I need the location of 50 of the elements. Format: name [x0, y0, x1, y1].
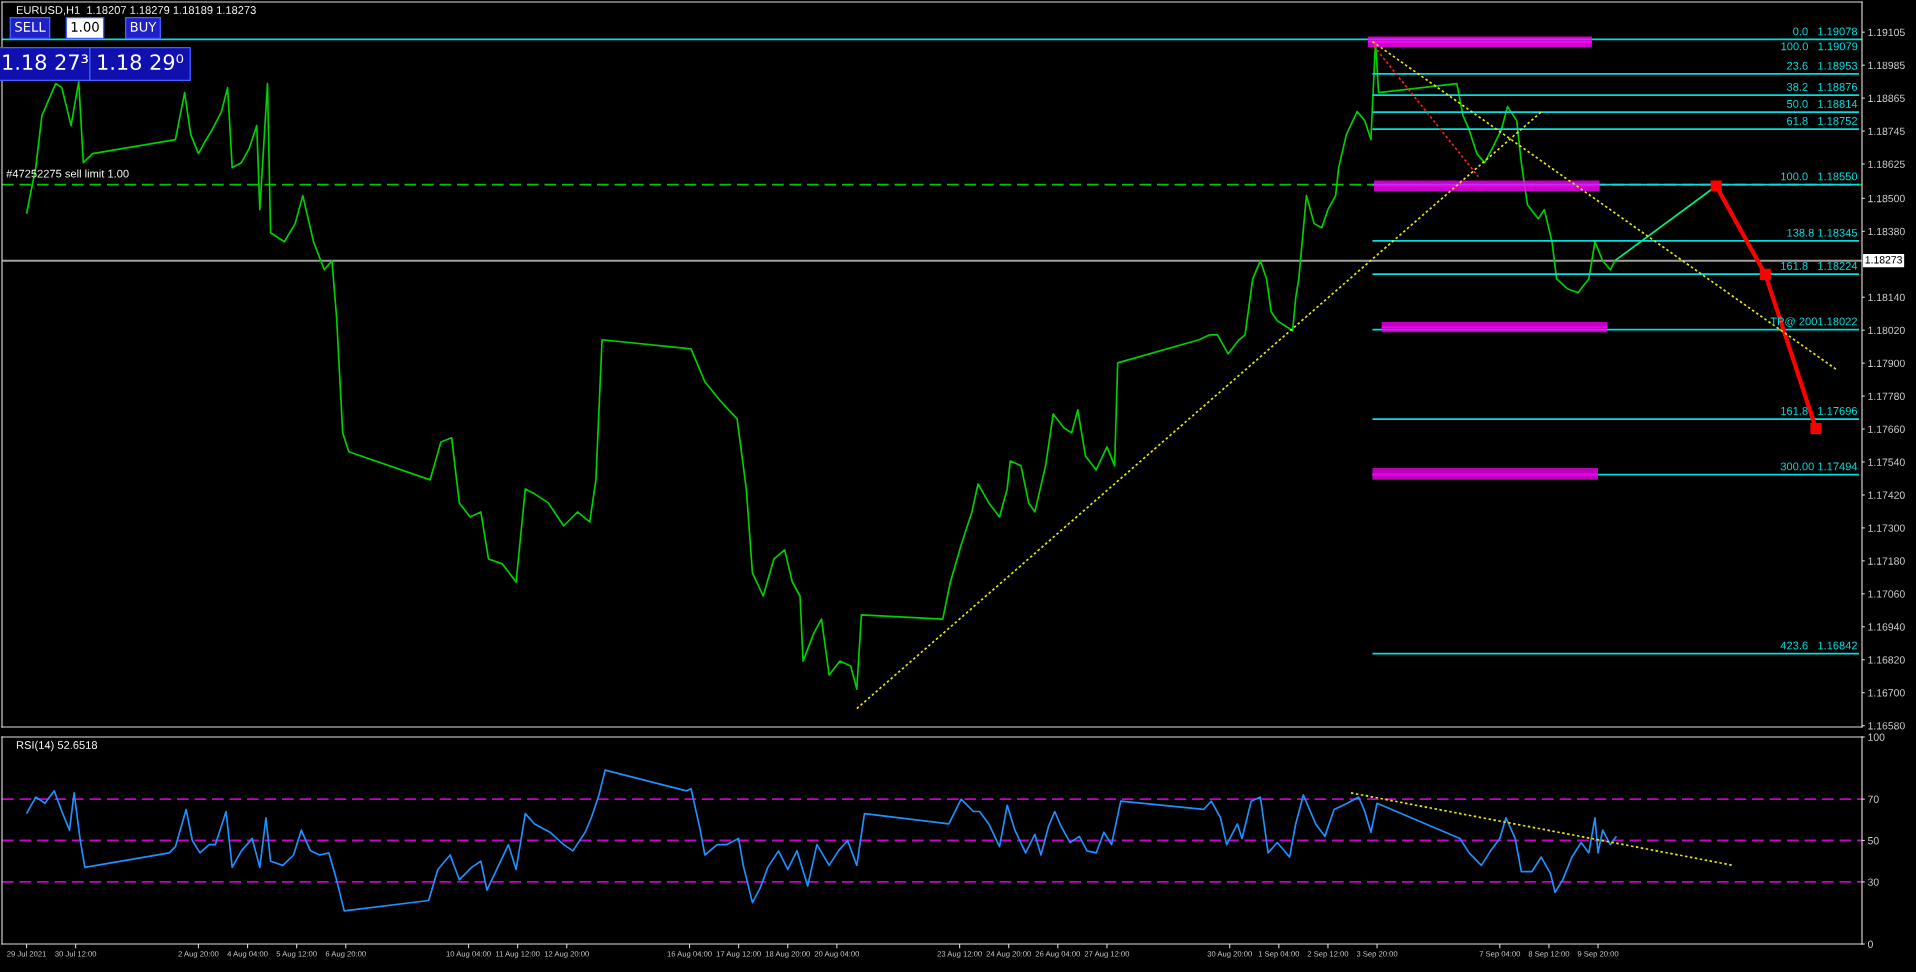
annotation: 0.0 1.19078 [1793, 27, 1858, 36]
y-tick-label: 1.17420 [1868, 491, 1905, 499]
annotation: SELL [15, 21, 46, 32]
y-tick-label: 1.18500 [1868, 194, 1905, 203]
y-tick-label: 1.18985 [1868, 61, 1905, 70]
y-tick-label: 1.17540 [1868, 458, 1905, 466]
annotation: BUY [130, 22, 157, 32]
annotation: 100.0 1.18550 [1781, 172, 1858, 181]
y-tick-label: 1.16820 [1868, 656, 1905, 664]
annotation: 1.18 29⁰ [98, 54, 184, 71]
y-tick-label: 1.18865 [1868, 94, 1905, 102]
y-tick-label: 30 [1867, 878, 1879, 886]
point [1759, 268, 1771, 280]
annotation: 1.00 [71, 21, 99, 32]
chart-title: RSI(14) 52.6518 [16, 740, 98, 752]
annotation: 38.2 1.18876 [1786, 82, 1858, 91]
y-tick-label: 1.18745 [1868, 127, 1905, 135]
point [1810, 422, 1822, 435]
annotation: 1.18 27³ [3, 54, 88, 71]
y-tick-label: 1.16700 [1868, 689, 1905, 697]
y-tick-label: 1.17300 [1868, 524, 1905, 532]
annotation: 23.6 1.18953 [1787, 61, 1858, 70]
y-tick-label: 1.18625 [1868, 160, 1905, 168]
y-tick-label: 1.19105 [1868, 28, 1905, 37]
y-tick-label: 1.18140 [1868, 293, 1905, 302]
annotation: 61.8 1.18752 [1787, 117, 1857, 125]
chart-title: EURUSD,H1 1.18207 1.18279 1.18189 1.18273 [16, 6, 256, 16]
y-tick-label: 1.16940 [1868, 623, 1905, 631]
ref-line-label: 100.0 1.19079 [1781, 42, 1858, 51]
y-tick-label: 0 [1867, 940, 1873, 948]
y-tick-label: 1.17660 [1868, 425, 1905, 433]
y-tick-label: 1.17900 [1868, 359, 1905, 367]
annotation: 50.0 1.18814 [1786, 99, 1858, 108]
y-tick-label: 1.18380 [1868, 227, 1905, 236]
y-tick-label: 1.17060 [1868, 590, 1905, 598]
annotation: 138.8 1.18345 [1787, 228, 1858, 237]
y-tick-label: 70 [1868, 795, 1879, 803]
y-tick-label: 1.18020 [1868, 326, 1905, 335]
line-series [25, 769, 1618, 912]
y-tick-label: 100 [1868, 733, 1885, 741]
y-tick-label: 1.17180 [1868, 557, 1905, 565]
annotation: 161.8 1.18224 [1781, 262, 1858, 270]
y-tick-label: 1.17780 [1868, 392, 1905, 400]
annotation: 161.8 1.17696 [1781, 407, 1858, 415]
ref-line-label: 1.18273 [1865, 256, 1902, 264]
annotation: 300.00 1.17494 [1780, 462, 1858, 471]
annotation: 423.6 1.16842 [1780, 641, 1857, 650]
y-tick-label: 50 [1867, 837, 1879, 845]
point [1710, 180, 1722, 192]
y-tick-label: 1.16580 [1868, 722, 1905, 730]
